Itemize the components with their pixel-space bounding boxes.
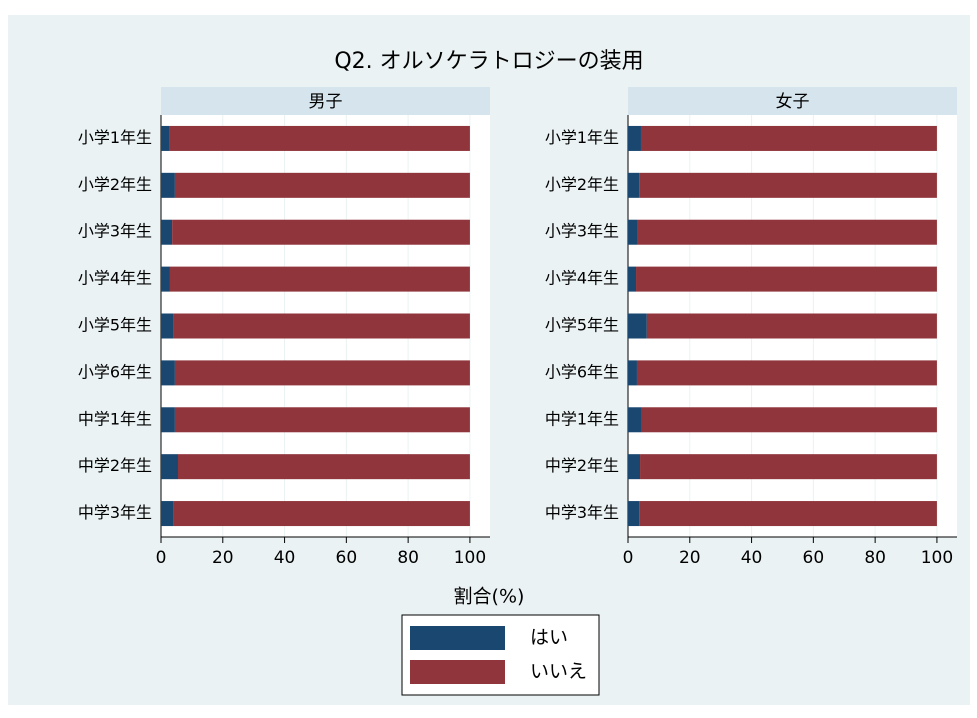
- bar: [172, 219, 470, 245]
- bar: [169, 125, 470, 151]
- bar: [161, 172, 175, 198]
- bar: [640, 454, 937, 480]
- bar: [646, 313, 937, 339]
- bar: [161, 219, 173, 245]
- y-tick-label: 小学1年生: [545, 128, 619, 147]
- y-tick-label: 中学3年生: [78, 503, 152, 522]
- bar: [628, 360, 637, 386]
- bar: [174, 360, 470, 386]
- panel-header: [628, 87, 957, 115]
- legend-swatch: [410, 660, 505, 684]
- x-tick-label: 80: [864, 548, 886, 568]
- bar: [174, 172, 470, 198]
- y-tick-label: 小学5年生: [545, 316, 619, 335]
- y-tick-label: 中学2年生: [78, 456, 152, 475]
- legend-label: いいえ: [530, 661, 587, 683]
- bar: [628, 172, 640, 198]
- y-tick-label: 小学2年生: [545, 175, 619, 194]
- bar: [641, 407, 937, 433]
- x-tick-label: 60: [803, 548, 825, 568]
- bar: [628, 407, 642, 433]
- panel-title: 男子: [309, 92, 343, 112]
- bar: [169, 266, 470, 292]
- bar: [161, 501, 174, 527]
- x-axis-label: 割合(%): [454, 586, 525, 608]
- y-tick-label: 中学1年生: [78, 409, 152, 428]
- bar: [636, 360, 937, 386]
- bar: [639, 501, 937, 527]
- y-tick-label: 小学2年生: [78, 175, 152, 194]
- bar: [628, 219, 638, 245]
- bar: [161, 125, 170, 151]
- bar: [173, 313, 470, 339]
- bar: [640, 125, 937, 151]
- x-tick-label: 40: [741, 548, 763, 568]
- bar: [636, 266, 937, 292]
- x-tick-label: 0: [623, 548, 634, 568]
- y-tick-label: 中学2年生: [545, 456, 619, 475]
- y-tick-label: 小学4年生: [78, 269, 152, 288]
- y-tick-label: 中学1年生: [545, 409, 619, 428]
- panel-title: 女子: [776, 92, 810, 112]
- y-tick-label: 小学3年生: [545, 222, 619, 241]
- y-tick-label: 小学3年生: [78, 222, 152, 241]
- x-tick-label: 80: [397, 548, 419, 568]
- bar: [161, 454, 178, 480]
- bar: [161, 360, 175, 386]
- x-tick-label: 0: [156, 548, 167, 568]
- bar: [628, 501, 640, 527]
- legend-swatch: [410, 626, 505, 650]
- x-tick-label: 40: [274, 548, 296, 568]
- bar: [161, 266, 170, 292]
- y-tick-label: 小学6年生: [78, 362, 152, 381]
- bar: [628, 313, 647, 339]
- bar: [177, 454, 470, 480]
- bar: [173, 501, 470, 527]
- legend-label: はい: [530, 627, 568, 649]
- chart-title: Q2. オルソケラトロジーの装用: [334, 49, 643, 74]
- x-tick-label: 20: [679, 548, 701, 568]
- bar: [637, 219, 937, 245]
- y-tick-label: 小学4年生: [545, 269, 619, 288]
- bar: [628, 125, 641, 151]
- bar: [628, 266, 637, 292]
- bar: [161, 407, 175, 433]
- y-tick-label: 小学5年生: [78, 316, 152, 335]
- bar: [161, 313, 174, 339]
- x-tick-label: 20: [212, 548, 234, 568]
- y-tick-label: 中学3年生: [545, 503, 619, 522]
- x-tick-label: 100: [921, 548, 953, 568]
- x-tick-label: 60: [336, 548, 358, 568]
- bar: [174, 407, 470, 433]
- x-tick-label: 100: [454, 548, 486, 568]
- panel-header: [161, 87, 490, 115]
- y-tick-label: 小学1年生: [78, 128, 152, 147]
- bar: [628, 454, 641, 480]
- bar: [639, 172, 937, 198]
- y-tick-label: 小学6年生: [545, 362, 619, 381]
